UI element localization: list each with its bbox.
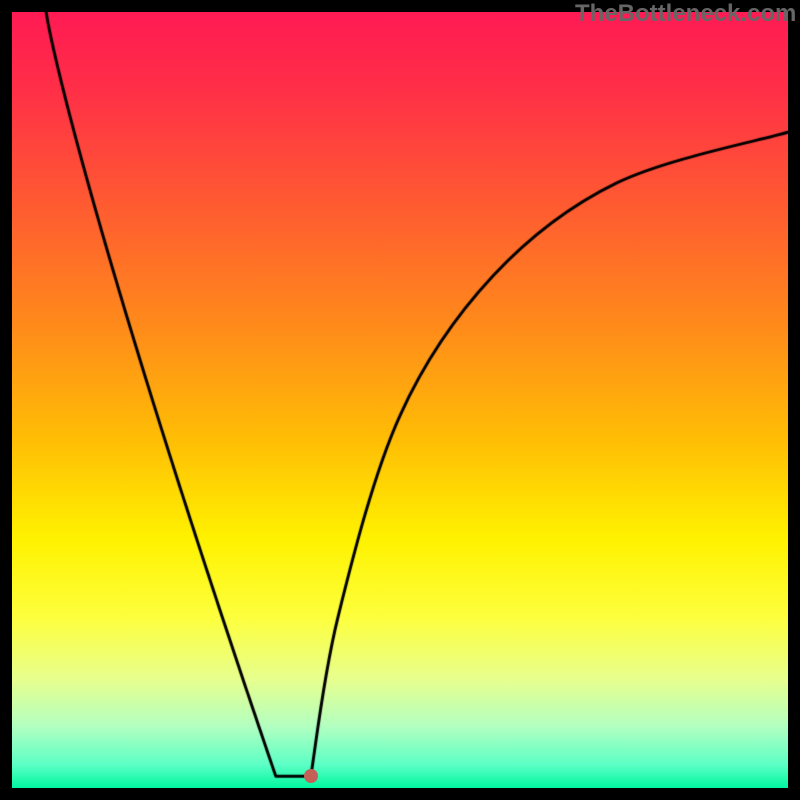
plot-area xyxy=(12,12,788,788)
bottleneck-curve xyxy=(12,12,788,788)
watermark-label: TheBottleneck.com xyxy=(575,0,796,28)
